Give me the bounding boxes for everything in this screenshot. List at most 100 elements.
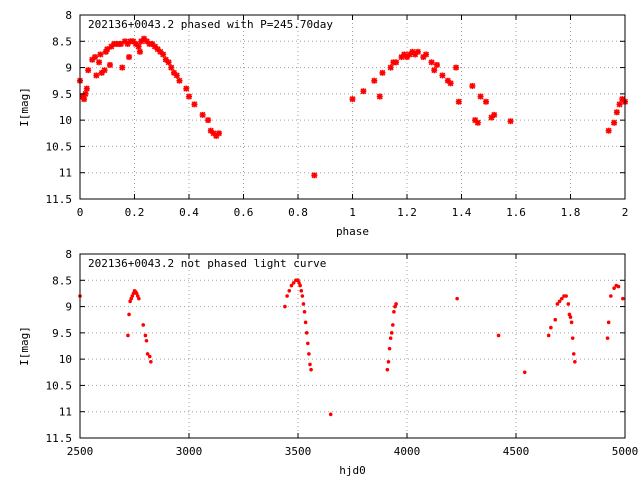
- phased-data-point: [376, 93, 383, 100]
- phased-data-point: [81, 96, 88, 103]
- unphased-data-point: [569, 320, 574, 325]
- phased-y-tick-label: 10.5: [46, 140, 73, 153]
- phased-x-tick-label: 1: [349, 206, 356, 219]
- unphased-data-point: [612, 286, 616, 290]
- unphased-data-point: [605, 336, 610, 340]
- phased-data-point: [611, 119, 618, 126]
- phased-data-point: [183, 85, 190, 92]
- phased-data-point: [186, 93, 192, 100]
- phased-data-point: [165, 59, 172, 66]
- phased-data-point: [360, 88, 367, 95]
- unphased-data-point: [606, 320, 611, 325]
- unphased-data-point: [388, 336, 393, 340]
- unphased-data-point: [566, 302, 571, 306]
- unphased-data-point: [394, 302, 398, 306]
- unphased-data-point: [149, 359, 153, 364]
- unphased-data-point: [309, 367, 313, 372]
- phased-data-point: [85, 67, 92, 74]
- phased-data-point: [82, 90, 89, 97]
- unphased-data-point: [308, 362, 312, 367]
- phased-x-tick-label: 0.2: [125, 206, 145, 219]
- phased-data-point: [491, 111, 498, 118]
- unphased-light-curve-chart: 2500 3000 3500 4000 4500 5000 8 8.5 9 9.5 10 10.5 11…: [18, 248, 638, 477]
- phased-y-tick-label: 9: [65, 62, 72, 75]
- phased-data-point: [191, 101, 198, 108]
- unphased-data-point: [570, 336, 575, 340]
- phased-data-point: [168, 64, 175, 71]
- unphased-data-points: [78, 278, 625, 417]
- phased-data-point: [119, 64, 126, 71]
- phased-data-point: [91, 54, 98, 61]
- unphased-data-point: [609, 294, 613, 298]
- unphased-data-point: [621, 296, 625, 301]
- phased-y-tick-label: 11: [59, 167, 72, 180]
- phased-data-point: [97, 51, 104, 58]
- unphased-data-point: [141, 323, 146, 327]
- phased-y-tick-label: 9.5: [52, 88, 72, 101]
- unphased-data-point: [568, 315, 573, 319]
- unphased-axis-ticks: 2500 3000 3500 4000 4500 5000 8 8.5 9 9.5 10 10.5 11…: [46, 248, 639, 458]
- unphased-x-tick-label: 3500: [285, 445, 312, 458]
- unphased-data-point: [298, 283, 302, 288]
- unphased-data-point: [283, 304, 287, 309]
- unphased-x-tick-label: 5000: [612, 445, 639, 458]
- unphased-data-point: [386, 359, 391, 364]
- unphased-plot-frame: [79, 253, 626, 439]
- unphased-y-tick-label: 9: [65, 301, 72, 314]
- unphased-x-tick-label: 4000: [394, 445, 421, 458]
- phased-data-point: [135, 43, 142, 50]
- phased-data-point: [83, 85, 90, 92]
- unphased-data-point: [291, 281, 296, 285]
- unphased-data-point: [557, 299, 562, 304]
- phased-chart-title: 202136+0043.2 phased with P=245.70day: [88, 18, 333, 31]
- unphased-y-tick-label: 11.5: [46, 432, 73, 445]
- unphased-data-point: [304, 331, 309, 335]
- unphased-y-tick-label: 9.5: [52, 327, 72, 340]
- phased-data-point: [455, 98, 462, 105]
- unphased-data-point: [307, 352, 311, 356]
- phased-x-tick-label: 0.6: [234, 206, 254, 219]
- phased-data-point: [160, 51, 167, 58]
- unphased-data-point: [389, 331, 394, 335]
- phased-y-tick-label: 11.5: [46, 193, 73, 206]
- phased-data-point: [453, 64, 460, 71]
- phased-data-point: [393, 59, 400, 66]
- phased-x-tick-label: 1.6: [506, 206, 526, 219]
- phased-data-point: [205, 117, 212, 124]
- unphased-data-point: [144, 338, 149, 343]
- unphased-data-point: [301, 302, 306, 306]
- phased-data-point: [605, 127, 612, 134]
- phased-data-point: [431, 67, 438, 74]
- phased-x-tick-label: 1.4: [452, 206, 472, 219]
- phased-data-point: [215, 130, 222, 137]
- unphased-data-point: [387, 346, 392, 351]
- phased-data-point: [173, 72, 180, 79]
- unphased-data-point: [555, 302, 560, 306]
- unphased-data-point: [306, 341, 310, 346]
- phased-x-tick-label: 0.4: [179, 206, 199, 219]
- unphased-data-point: [126, 333, 130, 338]
- unphased-data-point: [289, 283, 294, 288]
- phased-data-point: [311, 172, 318, 179]
- phased-data-point: [96, 59, 103, 66]
- unphased-data-point: [143, 333, 148, 338]
- phased-x-tick-label: 2: [622, 206, 629, 219]
- phased-data-point: [507, 118, 514, 125]
- unphased-data-point: [385, 367, 390, 372]
- unphased-data-point: [616, 284, 621, 289]
- unphased-data-point: [328, 412, 333, 417]
- phased-y-axis-label: I[mag]: [18, 87, 31, 127]
- unphased-data-point: [571, 352, 576, 356]
- phased-data-points: [77, 35, 628, 179]
- phased-data-point: [101, 67, 108, 74]
- phased-light-curve-chart: 0 0.2 0.4 0.6 0.8 1 1.2 1.4 1.6 1.8 2 8 8.5 9 9.5 10 10.…: [18, 9, 628, 238]
- phased-data-point: [469, 82, 476, 89]
- unphased-data-point: [573, 359, 577, 364]
- unphased-data-point: [496, 333, 501, 338]
- phased-data-point: [371, 77, 378, 84]
- unphased-data-point: [300, 294, 305, 298]
- phased-x-tick-label: 0: [77, 206, 84, 219]
- unphased-x-tick-label: 3000: [176, 445, 203, 458]
- phased-y-tick-label: 8.5: [52, 35, 72, 48]
